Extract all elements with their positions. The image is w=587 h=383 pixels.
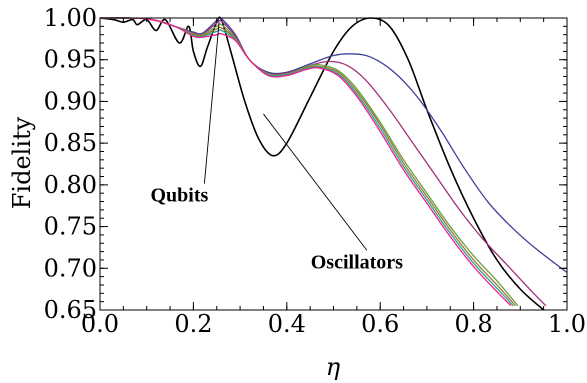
series-line-1 <box>100 16 545 310</box>
y-tick-label-0: 0.65 <box>44 296 97 324</box>
y-axis-title: Fidelity <box>8 116 36 209</box>
x-tick-label-0: 0.0 <box>81 310 119 338</box>
series-line-2 <box>100 17 567 273</box>
y-tick-label-6: 0.95 <box>44 46 97 74</box>
annotation-label-1: Qubits <box>150 185 208 207</box>
annotations: Qubits Oscillators <box>150 22 403 273</box>
y-tick-label-5: 0.90 <box>44 87 97 115</box>
y-tick-label-2: 0.75 <box>44 213 97 241</box>
x-tick-label-1: 0.2 <box>174 310 212 338</box>
x-axis-title: η <box>326 353 341 381</box>
series-line-7 <box>100 17 512 307</box>
x-tick-label-3: 0.6 <box>361 310 399 338</box>
series-line-5 <box>100 17 517 307</box>
y-tick-label-7: 1.00 <box>44 4 97 32</box>
x-tick-label-5: 1.0 <box>548 310 586 338</box>
x-tick-label-4: 0.8 <box>455 310 493 338</box>
series-line-6 <box>100 17 514 307</box>
plot-lines <box>100 16 567 310</box>
series-line-4 <box>100 17 519 307</box>
axis-tick-labels: 0.0 0.2 0.4 0.6 0.8 1.0 0.65 0.70 0.75 0.80 0.85 0.… <box>44 4 587 338</box>
axis-ticks <box>99 17 568 311</box>
y-tick-label-3: 0.80 <box>44 171 97 199</box>
y-tick-label-4: 0.85 <box>44 129 97 157</box>
annotation-pointer-1 <box>203 22 220 184</box>
y-tick-label-1: 0.70 <box>44 254 97 282</box>
annotation-label-2: Oscillators <box>311 251 403 273</box>
annotation-pointer-2 <box>263 113 368 251</box>
x-tick-label-2: 0.4 <box>268 310 306 338</box>
